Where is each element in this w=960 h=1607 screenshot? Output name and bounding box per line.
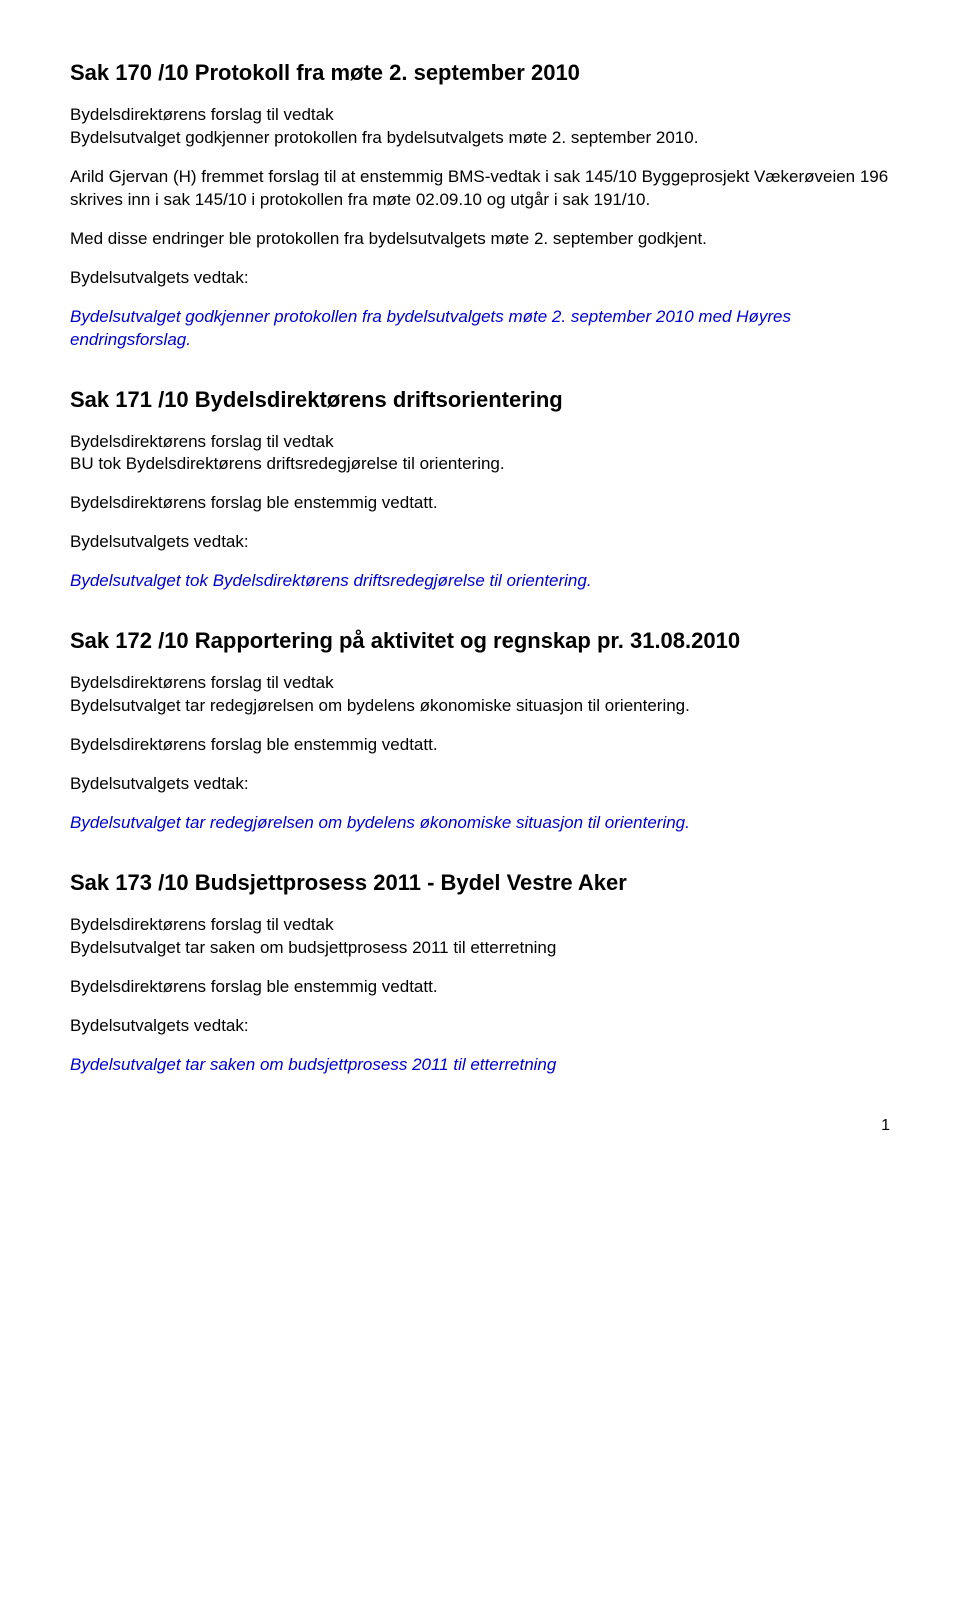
section-heading: Sak 170 /10 Protokoll fra møte 2. septem… [70,60,890,86]
text-line: Bydelsdirektørens forslag ble enstemmig … [70,735,438,754]
text-line: Bydelsutvalgets vedtak: [70,1016,249,1035]
paragraph: Bydelsdirektørens forslag til vedtak Byde… [70,914,890,960]
text-line: Bydelsutvalget godkjenner protokollen fr… [70,128,698,147]
paragraph: Bydelsutvalget tok Bydelsdirektørens dri… [70,570,890,593]
paragraph: Bydelsdirektørens forslag til vedtak Byde… [70,672,890,718]
paragraph: Bydelsdirektørens forslag ble enstemmig … [70,976,890,999]
paragraph: Bydelsutvalget tar redegjørelsen om byde… [70,812,890,835]
text-line: Bydelsutvalgets vedtak: [70,268,249,287]
section-heading: Sak 172 /10 Rapportering på aktivitet og… [70,628,890,654]
paragraph: Bydelsutvalgets vedtak: [70,1015,890,1038]
paragraph: Arild Gjervan (H) fremmet forslag til at… [70,166,890,212]
text-line: Bydelsutvalget tar redegjørelsen om byde… [70,813,690,832]
text-line: Bydelsutvalget tar redegjørelsen om byde… [70,696,690,715]
text-line: Bydelsdirektørens forslag til vedtak [70,673,334,692]
text-line: Bydelsutvalget tar saken om budsjettpros… [70,1055,556,1074]
text-line: Bydelsutvalget tar saken om budsjettpros… [70,938,556,957]
paragraph: Bydelsutvalgets vedtak: [70,531,890,554]
paragraph: Bydelsutvalget tar saken om budsjettpros… [70,1054,890,1077]
text-line: Bydelsutvalgets vedtak: [70,774,249,793]
section: Sak 171 /10 Bydelsdirektørens driftsorie… [70,387,890,594]
section: Sak 170 /10 Protokoll fra møte 2. septem… [70,60,890,352]
text-line: Med disse endringer ble protokollen fra … [70,229,707,248]
document-body: Sak 170 /10 Protokoll fra møte 2. septem… [70,60,890,1077]
paragraph: Bydelsutvalget godkjenner protokollen fr… [70,306,890,352]
text-line: Bydelsdirektørens forslag til vedtak [70,915,334,934]
section-heading: Sak 173 /10 Budsjettprosess 2011 - Bydel… [70,870,890,896]
section: Sak 173 /10 Budsjettprosess 2011 - Bydel… [70,870,890,1077]
paragraph: Bydelsutvalgets vedtak: [70,267,890,290]
paragraph: Bydelsdirektørens forslag til vedtak Byde… [70,104,890,150]
text-line: Arild Gjervan (H) fremmet forslag til at… [70,167,888,209]
text-line: Bydelsdirektørens forslag til vedtak [70,432,334,451]
paragraph: Med disse endringer ble protokollen fra … [70,228,890,251]
section: Sak 172 /10 Rapportering på aktivitet og… [70,628,890,835]
text-line: Bydelsdirektørens forslag ble enstemmig … [70,977,438,996]
paragraph: Bydelsdirektørens forslag til vedtak BU t… [70,431,890,477]
section-heading: Sak 171 /10 Bydelsdirektørens driftsorie… [70,387,890,413]
text-line: Bydelsutvalget godkjenner protokollen fr… [70,307,791,349]
text-line: Bydelsdirektørens forslag ble enstemmig … [70,493,438,512]
text-line: BU tok Bydelsdirektørens driftsredegjøre… [70,454,505,473]
page-number: 1 [70,1117,890,1135]
text-line: Bydelsdirektørens forslag til vedtak [70,105,334,124]
paragraph: Bydelsutvalgets vedtak: [70,773,890,796]
text-line: Bydelsutvalgets vedtak: [70,532,249,551]
paragraph: Bydelsdirektørens forslag ble enstemmig … [70,734,890,757]
text-line: Bydelsutvalget tok Bydelsdirektørens dri… [70,571,592,590]
paragraph: Bydelsdirektørens forslag ble enstemmig … [70,492,890,515]
